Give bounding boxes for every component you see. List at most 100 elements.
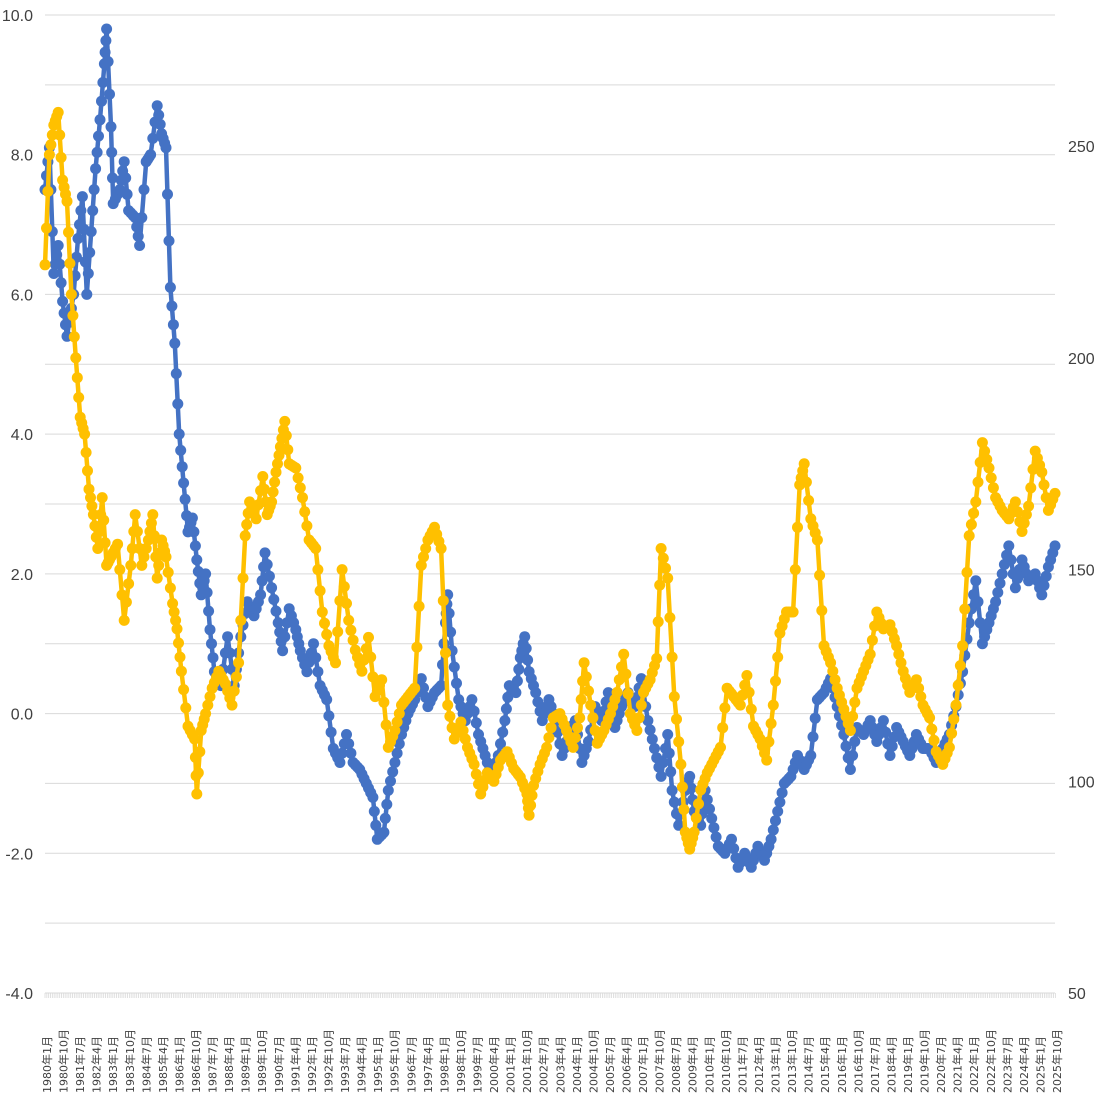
data-point: [979, 445, 991, 457]
data-point: [334, 757, 346, 768]
data-point: [646, 733, 658, 745]
right-tick-label: 250: [1068, 139, 1095, 156]
x-tick-label: 1980年1月: [40, 1036, 54, 1093]
x-tick-label: 2002年7月: [537, 1036, 551, 1093]
data-point: [145, 149, 157, 161]
data-point: [43, 149, 55, 161]
data-point: [173, 428, 185, 440]
data-point: [928, 734, 940, 746]
data-point: [943, 741, 955, 753]
data-point: [385, 775, 396, 787]
x-tick-label: 2022年10月: [984, 1029, 998, 1093]
data-point: [915, 691, 927, 703]
data-point: [70, 352, 82, 364]
x-tick-label: 1990年7月: [272, 1036, 286, 1093]
data-point: [131, 221, 143, 233]
x-tick-label: 1980年10月: [57, 1029, 71, 1093]
data-point: [186, 512, 198, 524]
right-tick-label: 100: [1068, 774, 1095, 791]
data-point: [655, 770, 667, 782]
data-point: [451, 677, 462, 689]
data-point: [160, 142, 172, 154]
data-point: [1036, 589, 1048, 601]
data-point: [807, 731, 819, 743]
data-point: [954, 660, 966, 672]
data-point: [660, 562, 671, 574]
data-point: [123, 578, 135, 590]
data-point: [976, 437, 988, 449]
data-point: [457, 725, 469, 736]
data-point: [761, 754, 773, 766]
right-tick-label: 150: [1068, 563, 1095, 580]
data-point: [88, 184, 100, 196]
left-tick-label: 4.0: [11, 427, 33, 444]
data-point: [1049, 540, 1061, 552]
data-point: [282, 444, 294, 456]
x-tick-label: 1989年10月: [255, 1029, 269, 1093]
data-point: [79, 428, 91, 440]
data-point: [319, 617, 330, 629]
data-point: [511, 675, 523, 687]
data-point: [241, 519, 253, 530]
data-point: [448, 661, 460, 673]
data-point: [189, 733, 201, 745]
data-point: [138, 551, 150, 563]
data-point: [926, 723, 938, 735]
data-point: [75, 205, 87, 217]
data-point: [844, 725, 856, 736]
data-point: [666, 651, 678, 663]
data-point: [367, 791, 379, 803]
data-point: [48, 268, 60, 279]
data-point: [125, 559, 137, 571]
data-point: [985, 472, 997, 484]
data-point: [268, 594, 280, 605]
data-point: [42, 185, 54, 197]
data-point: [162, 566, 174, 578]
data-point: [61, 195, 73, 207]
data-point: [435, 680, 447, 692]
data-point: [662, 729, 674, 740]
data-point: [611, 686, 623, 698]
data-point: [655, 543, 667, 554]
data-point: [79, 256, 91, 268]
x-tick-label: 1981年7月: [73, 1036, 87, 1093]
data-point: [194, 746, 206, 758]
data-point: [203, 605, 215, 617]
data-point: [131, 526, 143, 537]
data-point: [201, 587, 213, 598]
data-point: [952, 679, 964, 691]
data-point: [706, 812, 718, 824]
data-point: [96, 492, 108, 504]
data-point: [763, 736, 775, 748]
data-point: [805, 750, 817, 761]
data-point: [82, 465, 93, 477]
data-point: [105, 121, 117, 133]
x-tick-label: 2020年7月: [934, 1036, 948, 1093]
data-point: [204, 624, 216, 636]
data-point: [633, 712, 645, 724]
x-tick-label: 2014年7月: [802, 1036, 816, 1093]
data-point: [543, 732, 555, 744]
data-point: [829, 674, 841, 686]
data-point: [631, 725, 643, 736]
data-point: [895, 657, 907, 669]
data-point: [387, 766, 399, 778]
data-point: [684, 770, 696, 782]
x-tick-label: 2011年7月: [735, 1036, 749, 1093]
data-point: [877, 715, 889, 727]
data-point: [470, 768, 482, 780]
data-point: [101, 23, 113, 35]
data-point: [171, 623, 183, 635]
data-point: [202, 699, 214, 711]
data-point: [261, 559, 273, 570]
data-point: [710, 831, 722, 843]
data-point: [666, 784, 678, 796]
data-point: [138, 184, 150, 196]
data-point: [622, 688, 634, 700]
data-point: [174, 651, 186, 663]
data-point: [444, 710, 456, 722]
data-point: [368, 805, 380, 817]
data-point: [170, 368, 182, 380]
data-point: [825, 657, 837, 669]
data-point: [104, 88, 115, 100]
